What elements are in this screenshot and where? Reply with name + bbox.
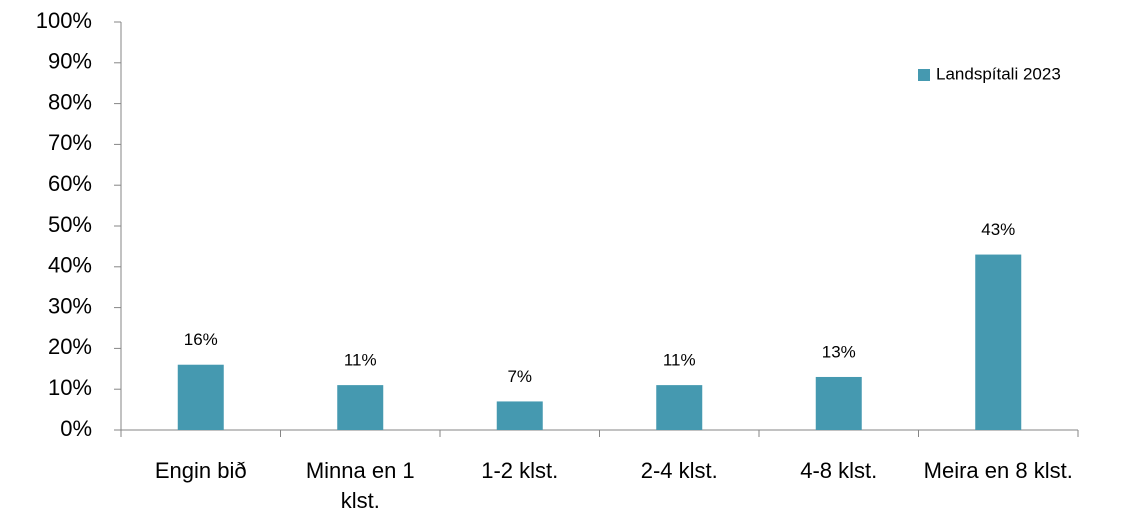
y-tick-label: 30% [48, 293, 92, 318]
y-tick-label: 0% [60, 416, 92, 441]
y-tick-label: 60% [48, 171, 92, 196]
y-tick-label: 10% [48, 375, 92, 400]
bar [177, 364, 224, 430]
legend-swatch [918, 69, 930, 81]
x-tick-label: Meira en 8 klst. [923, 458, 1073, 483]
x-tick-label: 2-4 klst. [640, 458, 718, 483]
y-tick-label: 70% [48, 130, 92, 155]
bar [496, 401, 543, 430]
x-tick-label: Engin bið [154, 458, 247, 483]
bar [975, 254, 1022, 430]
y-tick-label: 90% [48, 49, 92, 74]
legend-label: Landspítali 2023 [936, 64, 1061, 83]
y-tick-label: 100% [36, 8, 92, 33]
bar [815, 376, 862, 430]
data-label: 16% [184, 330, 218, 349]
y-tick-label: 50% [48, 212, 92, 237]
bar [656, 385, 703, 430]
data-label: 11% [663, 351, 696, 370]
data-label: 11% [344, 351, 377, 370]
bar [337, 385, 384, 430]
data-label: 13% [822, 342, 856, 361]
y-tick-label: 40% [48, 253, 92, 278]
x-tick-label: Minna en 1 klst. [305, 458, 415, 513]
x-tick-label: 4-8 klst. [800, 458, 878, 483]
data-label: 43% [981, 220, 1015, 239]
y-tick-label: 80% [48, 89, 92, 114]
y-tick-label: 20% [48, 334, 92, 359]
x-tick-label: 1-2 klst. [481, 458, 559, 483]
data-label: 7% [507, 367, 532, 386]
